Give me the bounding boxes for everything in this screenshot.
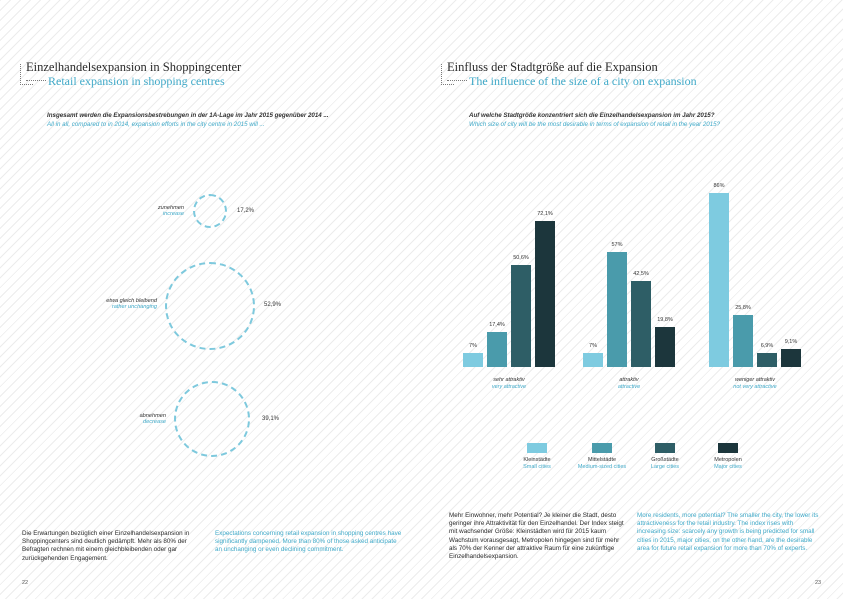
bar-mittelstädte-1: [607, 252, 627, 367]
legend-label-en: Large cities: [650, 464, 680, 470]
right-body-de: Mehr Einwohner, mehr Potential? Je klein…: [449, 512, 624, 561]
bar-value-label: 17,4%: [489, 322, 505, 328]
right-question-de: Auf welche Stadtgröße konzentriert sich …: [469, 112, 715, 119]
legend-label-de: Kleinstädte: [523, 457, 551, 463]
category-label-de: sehr attraktiv: [493, 377, 525, 383]
left-question-en: All in all, compared to in 2014, expansi…: [47, 121, 265, 128]
legend-swatch: [592, 443, 612, 453]
circle-label-de: etwa gleich bleibend: [106, 298, 157, 304]
bar-value-label: 42,5%: [633, 271, 649, 277]
left-title-de: Einzelhandelsexpansion in Shoppingcenter: [26, 60, 242, 74]
left-body-de: Die Erwartungen bezüglich einer Einzelha…: [22, 530, 190, 562]
bar-kleinstädte-2: [709, 193, 729, 367]
bar-value-label: 50,6%: [513, 255, 529, 261]
circle-label-en: rather unchanging: [111, 304, 157, 310]
bubble-increase: [193, 194, 227, 228]
bar-mittelstädte-0: [487, 332, 507, 367]
category-label-en: very attractive: [491, 384, 527, 390]
legend-label-de: Großstädte: [651, 457, 679, 463]
bar-value-label: 6,9%: [760, 343, 774, 349]
left-page-number: 22: [22, 580, 29, 586]
bar-metropolen-1: [655, 327, 675, 367]
bubble-pct-unchanging: 52,9%: [264, 302, 282, 308]
category-label-de: weniger attraktiv: [734, 377, 776, 383]
right-title-en: The influence of the size of a city on e…: [469, 74, 697, 88]
bar-mittelstädte-2: [733, 315, 753, 367]
circle-label-en: increase: [162, 211, 184, 217]
right-page-number: 23: [815, 580, 822, 586]
right-title-de: Einfluss der Stadtgröße auf die Expansio…: [447, 60, 658, 74]
left-question-de: Insgesamt werden die Expansionsbestrebun…: [47, 112, 329, 119]
bar-großstädte-1: [631, 281, 651, 367]
bar-value-label: 25,8%: [735, 305, 751, 311]
bubble-decrease: [174, 381, 250, 457]
legend-label-en: Medium-sized cities: [577, 464, 627, 470]
circle-label-decrease: abnehmen decrease: [140, 413, 166, 425]
bubble-pct-increase: 17,2%: [237, 208, 255, 214]
category-label-en: not very attractive: [733, 384, 777, 390]
bubble-pct-decrease: 39,1%: [262, 416, 280, 422]
circle-label-en: decrease: [142, 419, 166, 425]
title-dots: [26, 80, 46, 81]
title-bracket: [20, 64, 33, 85]
circle-label-de: zunehmen: [157, 205, 184, 211]
bar-value-label: 7%: [589, 343, 597, 349]
circle-label-unchanging: etwa gleich bleibend rather unchanging: [106, 298, 157, 310]
bar-metropolen-0: [535, 221, 555, 367]
legend-swatch: [527, 443, 547, 453]
bar-großstädte-0: [511, 265, 531, 367]
legend-swatch: [718, 443, 738, 453]
title-dots: [447, 80, 467, 81]
bar-value-label: 86%: [713, 183, 725, 189]
right-question-en: Which size of city will be the most desi…: [469, 121, 721, 128]
category-label-en: attractive: [617, 384, 641, 390]
bar-großstädte-2: [757, 353, 777, 367]
category-label-de: attraktiv: [619, 377, 639, 383]
bar-value-label: 9,1%: [784, 339, 798, 345]
legend-label-en: Major cities: [714, 464, 742, 470]
legend-label-de: Mittelstädte: [587, 457, 617, 463]
title-bracket: [441, 64, 454, 85]
legend-swatch: [655, 443, 675, 453]
legend-label-de: Metropolen: [714, 457, 742, 463]
bar-value-label: 57%: [611, 242, 623, 248]
legend-label-en: Small cities: [523, 464, 551, 470]
bar-kleinstädte-1: [583, 353, 603, 367]
left-title-en: Retail expansion in shopping centres: [48, 74, 225, 88]
bar-value-label: 7%: [469, 343, 477, 349]
bubble-unchanging: [165, 262, 255, 350]
circle-label-increase: zunehmen increase: [158, 205, 184, 217]
bar-value-label: 72,1%: [537, 211, 553, 217]
right-body-en: More residents, more potential? The smal…: [637, 512, 819, 552]
bar-metropolen-2: [781, 349, 801, 367]
bar-value-label: 19,8%: [657, 317, 673, 323]
bar-kleinstädte-0: [463, 353, 483, 367]
circle-label-de: abnehmen: [139, 413, 166, 419]
left-body-en: Expectations concerning retail expansion…: [215, 530, 402, 554]
